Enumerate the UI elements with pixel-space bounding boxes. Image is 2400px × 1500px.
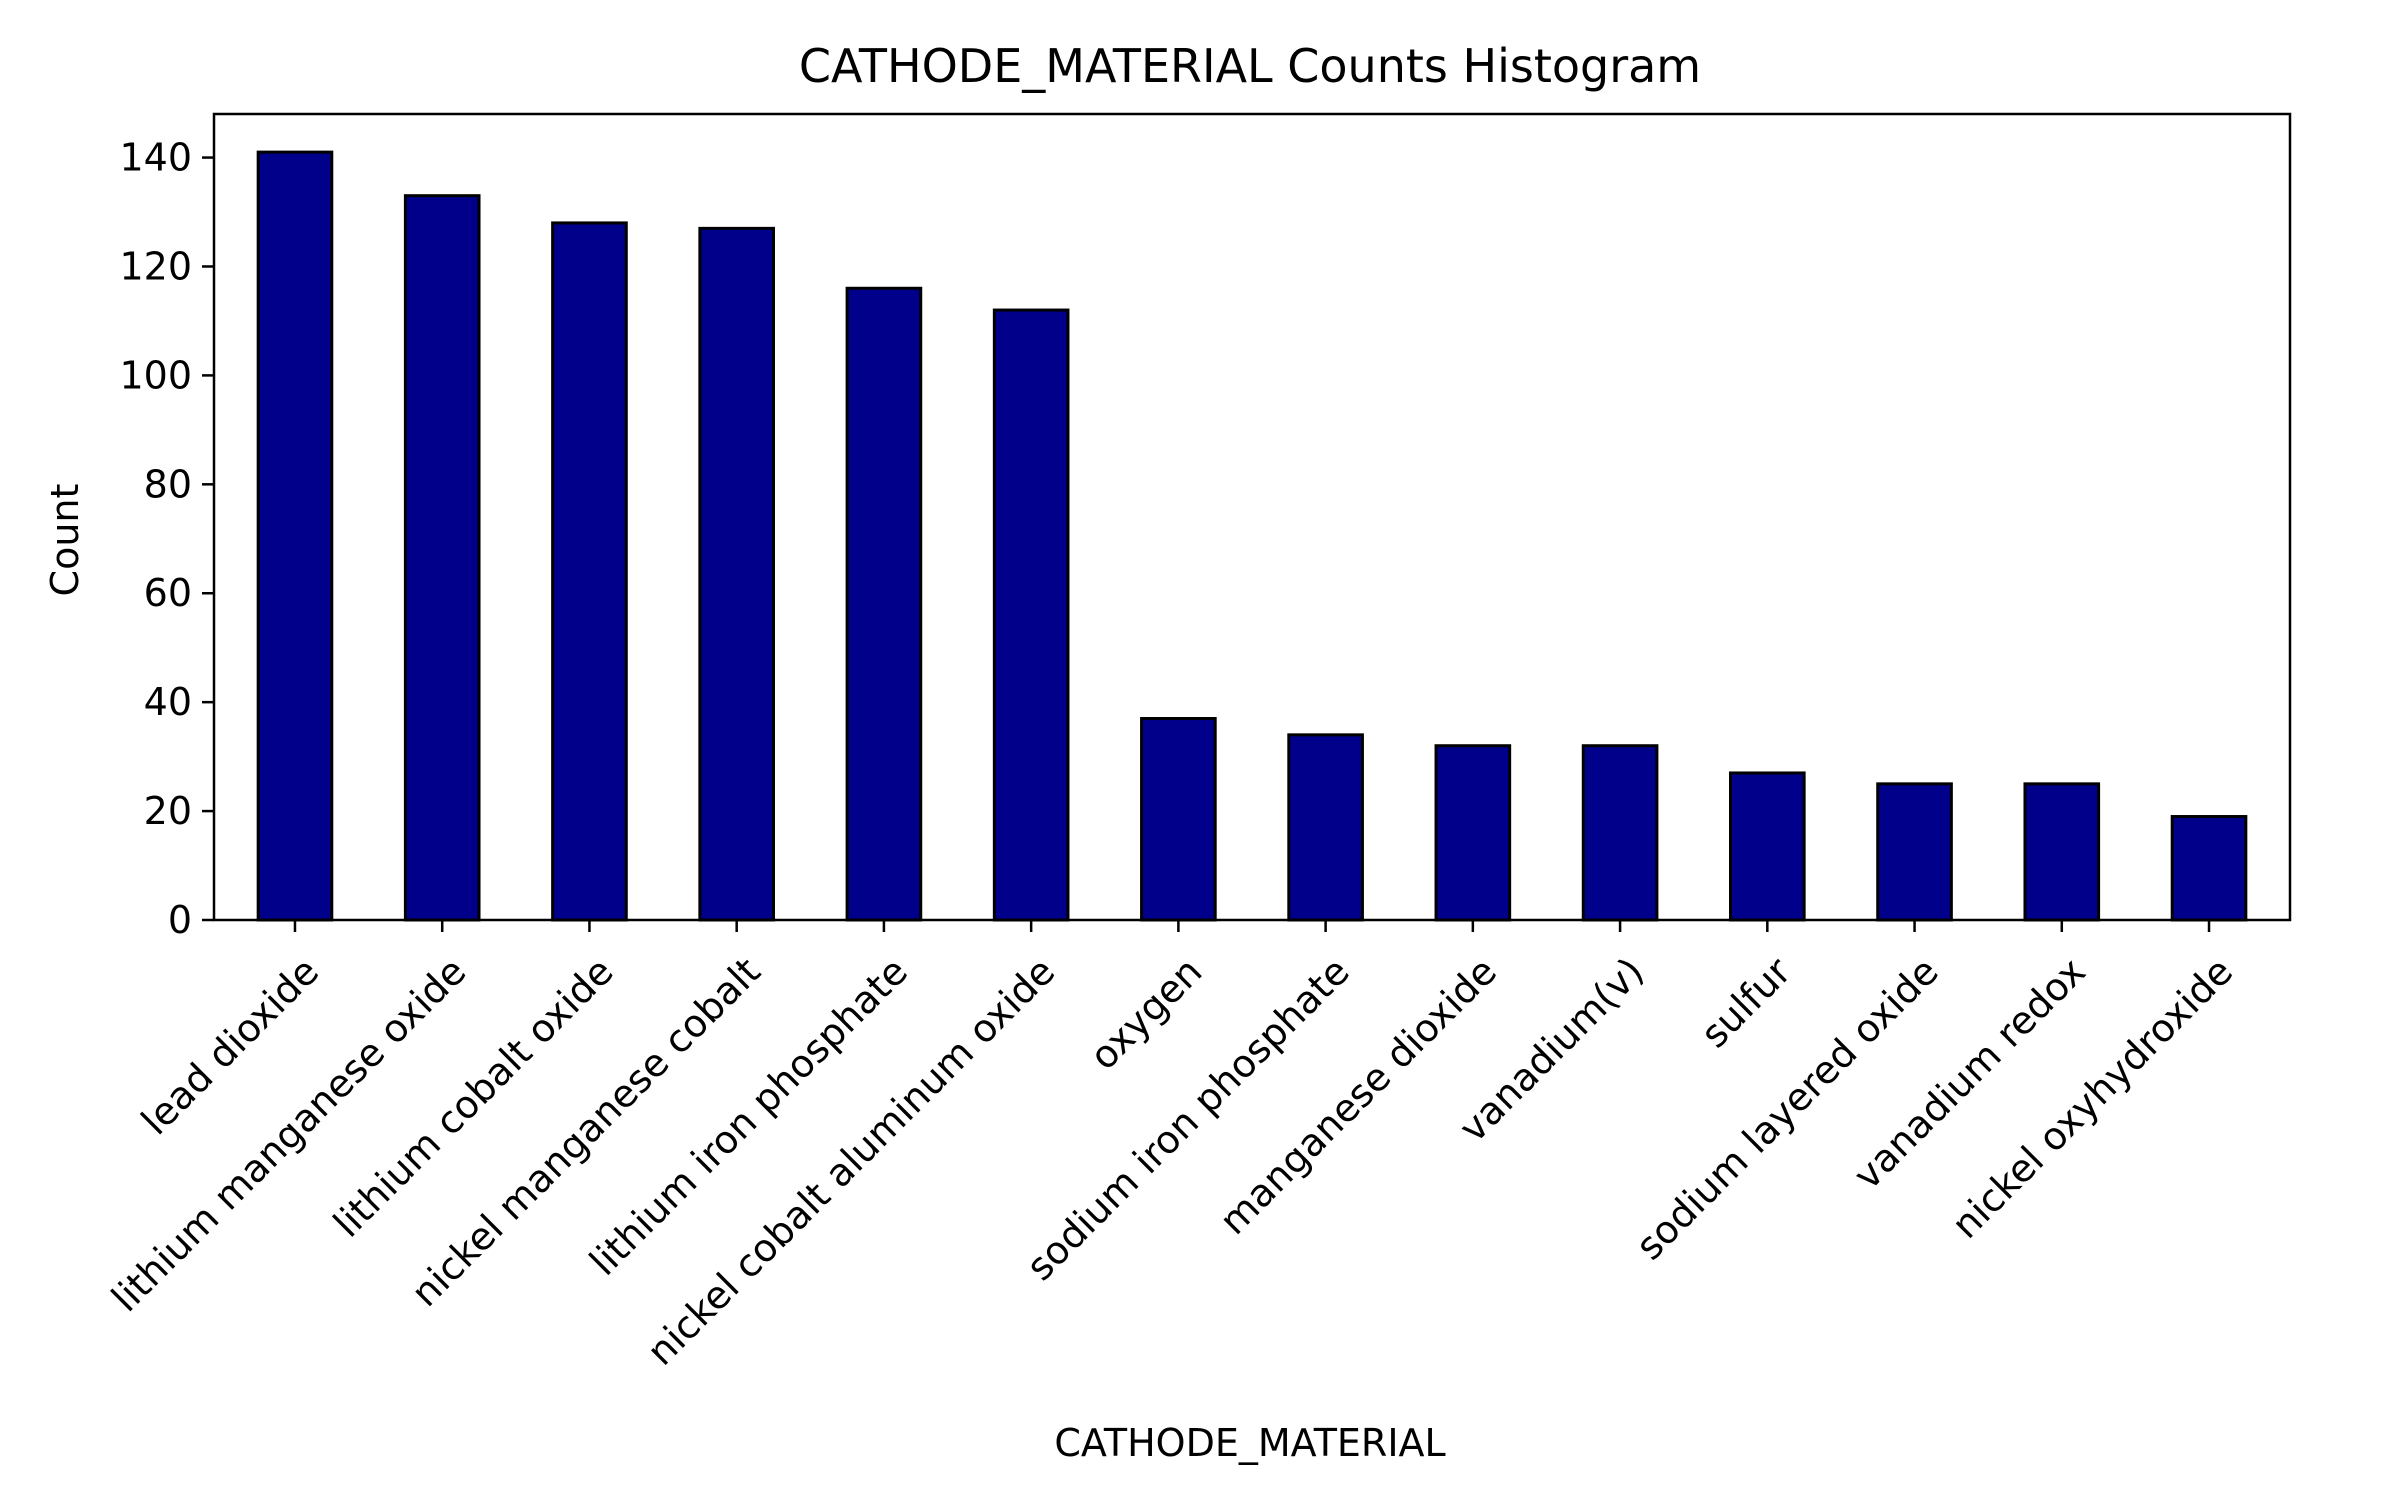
bar-0 [256,150,334,922]
y-tick-label-5: 100 [119,353,192,397]
bar-10 [1729,771,1806,922]
plot-frame [212,112,2292,922]
axes-layer [212,112,2292,922]
bar-5 [992,308,1070,922]
y-tick-label-4: 80 [144,462,192,506]
y-tick-label-6: 120 [119,244,192,288]
bar-1 [403,194,481,922]
y-tick-label-0: 0 [168,898,192,942]
y-tick-label-7: 140 [119,136,192,180]
bar-13 [2170,815,2248,922]
y-tick-label-3: 60 [144,571,192,615]
bar-6 [1140,717,1217,922]
bar-4 [845,286,923,922]
bar-11 [1876,782,1953,922]
bar-3 [698,226,775,922]
bar-9 [1581,744,1659,922]
bar-8 [1434,744,1512,922]
x-axis-label: CATHODE_MATERIAL [1054,1421,1445,1465]
bar-7 [1287,733,1364,922]
bar-2 [551,221,628,922]
y-tick-label-1: 20 [144,789,192,833]
chart-title: CATHODE_MATERIAL Counts Histogram [799,39,1701,93]
bars-layer [256,150,2248,922]
bar-12 [2023,782,2101,922]
y-tick-label-2: 40 [144,680,192,724]
y-axis-label: Count [43,484,87,597]
